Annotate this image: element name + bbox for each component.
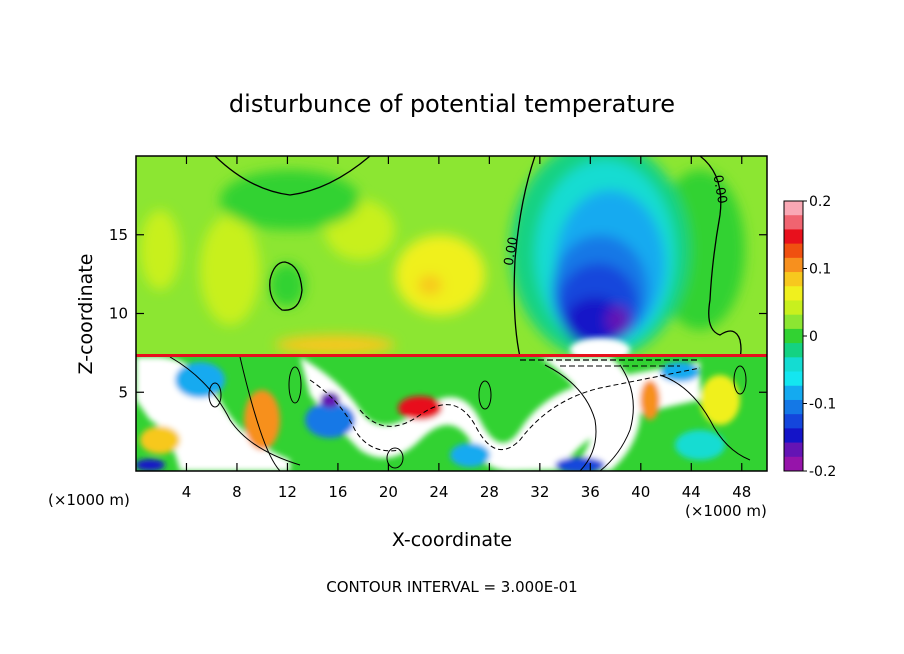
colorbar-swatch xyxy=(784,272,803,287)
x-tick-label: 12 xyxy=(278,483,297,501)
zero-contour-left xyxy=(513,156,536,357)
chart-title: disturbunce of potential temperature xyxy=(229,90,675,118)
x-tick-label: 28 xyxy=(480,483,499,501)
warm-patch xyxy=(275,335,395,355)
contour-line xyxy=(359,367,701,450)
upper-layer-field xyxy=(136,156,767,357)
warm-blob xyxy=(140,426,180,454)
colorbar-swatch xyxy=(784,442,803,458)
x-unit-left: (×1000 m) xyxy=(48,491,130,509)
x-tick-label: 44 xyxy=(682,483,701,501)
y-tick-label: 10 xyxy=(109,305,128,323)
warm-blob xyxy=(398,396,442,420)
cold-blob xyxy=(450,443,490,467)
contour-line xyxy=(478,380,492,410)
colorbar-tick-label: 0 xyxy=(809,329,818,345)
cold-blob xyxy=(305,402,355,438)
colorbar-swatch xyxy=(784,286,803,301)
colorbar: 0.2 0.1 0 -0.1 -0.2 xyxy=(783,194,836,480)
contour-line xyxy=(544,364,597,471)
footer-note: CONTOUR INTERVAL = 3.000E-01 xyxy=(326,578,577,596)
cold-blob xyxy=(320,392,340,408)
colorbar-swatch xyxy=(784,300,803,316)
contour-line xyxy=(309,379,401,452)
x-tick-label: 48 xyxy=(732,483,751,501)
interface-band xyxy=(136,354,767,357)
x-tick-label: 16 xyxy=(328,483,347,501)
colorbar-swatch xyxy=(784,215,803,230)
x-tick-label: 20 xyxy=(379,483,398,501)
y-axis: 5 10 15 xyxy=(109,226,767,401)
colorbar-swatch xyxy=(784,201,803,216)
x-tick-label: 8 xyxy=(232,483,242,501)
cold-blob xyxy=(175,362,225,398)
contour-label: 0.00 xyxy=(710,174,730,205)
warm-patch xyxy=(418,275,442,295)
colorbar-swatch xyxy=(784,343,803,358)
plot-area: 0.00 0.00 xyxy=(135,155,768,472)
x-tick-label: 40 xyxy=(631,483,650,501)
cold-region xyxy=(606,306,630,334)
colorbar-swatch xyxy=(784,229,803,245)
colorbar-swatch xyxy=(784,328,803,344)
contour-line xyxy=(169,357,301,466)
cold-blob xyxy=(555,457,605,471)
colorbar-tick-label: -0.1 xyxy=(809,397,836,413)
x-unit-right: (×1000 m) xyxy=(685,502,767,520)
colorbar-swatch xyxy=(784,399,803,415)
x-axis-label: X-coordinate xyxy=(392,529,512,551)
warm-patch xyxy=(140,210,180,290)
warm-patch xyxy=(200,215,260,325)
colorbar-swatch xyxy=(784,314,803,330)
colorbar-tick-label: -0.2 xyxy=(809,464,836,480)
y-tick-label: 15 xyxy=(109,226,128,244)
zero-contour-closed xyxy=(269,261,303,311)
x-tick-label: 24 xyxy=(429,483,448,501)
warm-blob xyxy=(700,375,740,425)
colorbar-swatch xyxy=(784,456,803,472)
zero-contour-top xyxy=(214,156,371,196)
lower-layer-field xyxy=(136,357,767,471)
contour-line xyxy=(386,447,404,469)
warm-blob xyxy=(640,380,660,420)
cold-blob xyxy=(675,430,725,460)
contour-line xyxy=(659,374,751,461)
contour-line xyxy=(599,364,634,471)
cold-blob xyxy=(136,459,165,471)
contour-line xyxy=(239,357,281,471)
green-patch xyxy=(220,170,360,230)
contour-line xyxy=(288,366,302,404)
y-tick-label: 5 xyxy=(118,383,128,401)
contour-line xyxy=(208,382,222,408)
green-patch xyxy=(269,263,305,307)
colorbar-swatch xyxy=(784,243,803,259)
x-tick-label: 36 xyxy=(581,483,600,501)
white-cap xyxy=(570,338,630,357)
colorbar-swatch xyxy=(784,414,803,429)
colorbar-swatch xyxy=(784,385,803,401)
y-axis-label: Z-coordinate xyxy=(75,254,97,375)
colorbar-swatch xyxy=(784,428,803,444)
zero-contour-right xyxy=(699,156,742,357)
contour-label: 0.00 xyxy=(502,236,522,267)
colorbar-swatch xyxy=(784,371,803,387)
x-axis: 4 8 12 16 20 24 28 32 36 40 44 48 xyxy=(182,156,751,501)
warm-patch xyxy=(395,235,485,315)
colorbar-tick-label: 0.1 xyxy=(809,262,831,278)
x-tick-label: 4 xyxy=(182,483,192,501)
colorbar-swatch xyxy=(784,357,803,373)
colorbar-swatch xyxy=(784,257,803,273)
contour-line xyxy=(733,365,747,395)
colorbar-tick-label: 0.2 xyxy=(809,194,831,210)
cold-region xyxy=(565,297,625,347)
warm-blob xyxy=(244,390,280,450)
x-tick-label: 32 xyxy=(530,483,549,501)
